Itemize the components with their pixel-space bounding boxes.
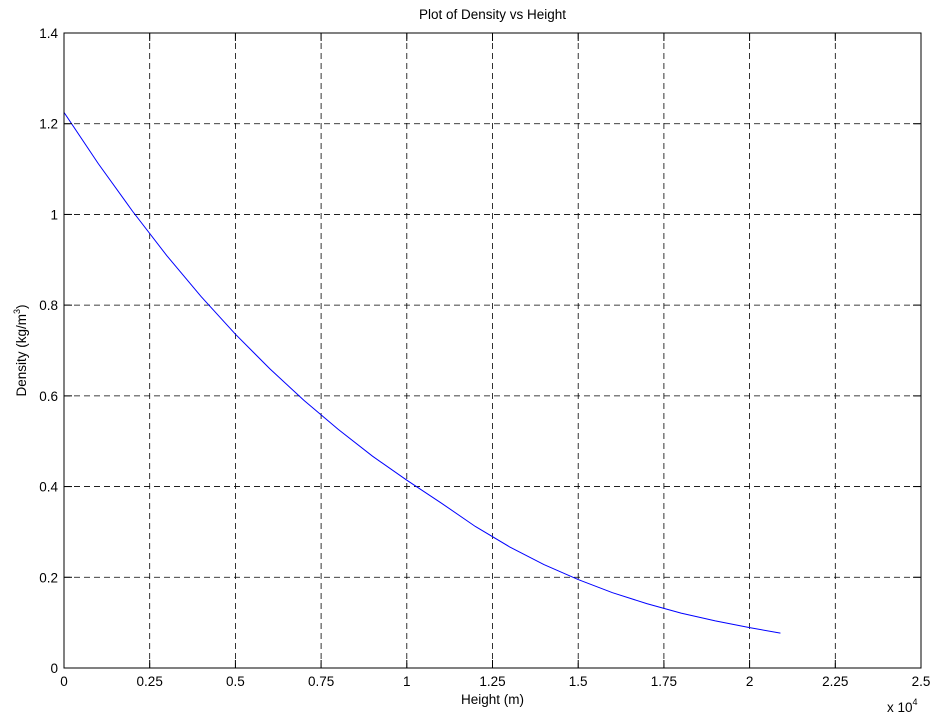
y-axis-label: Density (kg/m3) [12,304,29,396]
x-tick-label: 1 [403,674,411,689]
x-multiplier-exponent: 4 [913,697,918,707]
x-axis-label: Height (m) [461,692,524,707]
density-series-line [63,112,781,634]
x-tick-label: 0.5 [226,674,245,689]
x-tick-label: 0.25 [137,674,163,689]
y-tick-labels: 0 0.2 0.4 0.6 0.8 1 1.2 1.4 [39,26,58,676]
y-tick-label: 0.4 [39,480,58,495]
x-tick-label: 0 [60,674,68,689]
x-multiplier-base: x 10 [887,700,913,715]
y-axis-label-main: Density (kg/m [14,314,29,397]
x-tick-labels: 0 0.25 0.5 0.75 1 1.25 1.5 1.75 2 2.25 2.5 [60,674,930,689]
x-tick-label: 2.25 [822,674,848,689]
y-axis-label-superscript: 3 [12,309,22,314]
y-tick-label: 1.2 [39,117,58,132]
y-tick-label: 0.8 [39,298,58,313]
y-tick-label: 0 [50,661,58,676]
grid-lines [64,33,921,668]
x-tick-label: 1.5 [569,674,588,689]
y-tick-label: 0.2 [39,570,58,585]
tick-marks [63,32,922,669]
series-layer [63,112,781,634]
x-tick-label: 2 [746,674,754,689]
y-tick-label: 1 [50,207,58,222]
x-tick-label: 1.75 [651,674,677,689]
x-tick-label: 0.75 [308,674,334,689]
x-tick-label: 2.5 [912,674,931,689]
x-axis-multiplier: x 104 [887,697,918,715]
y-tick-label: 0.6 [39,389,58,404]
y-tick-label: 1.4 [39,26,58,41]
x-tick-label: 1.25 [479,674,505,689]
chart-title: Plot of Density vs Height [419,7,566,22]
y-axis-label-end: ) [14,304,29,309]
